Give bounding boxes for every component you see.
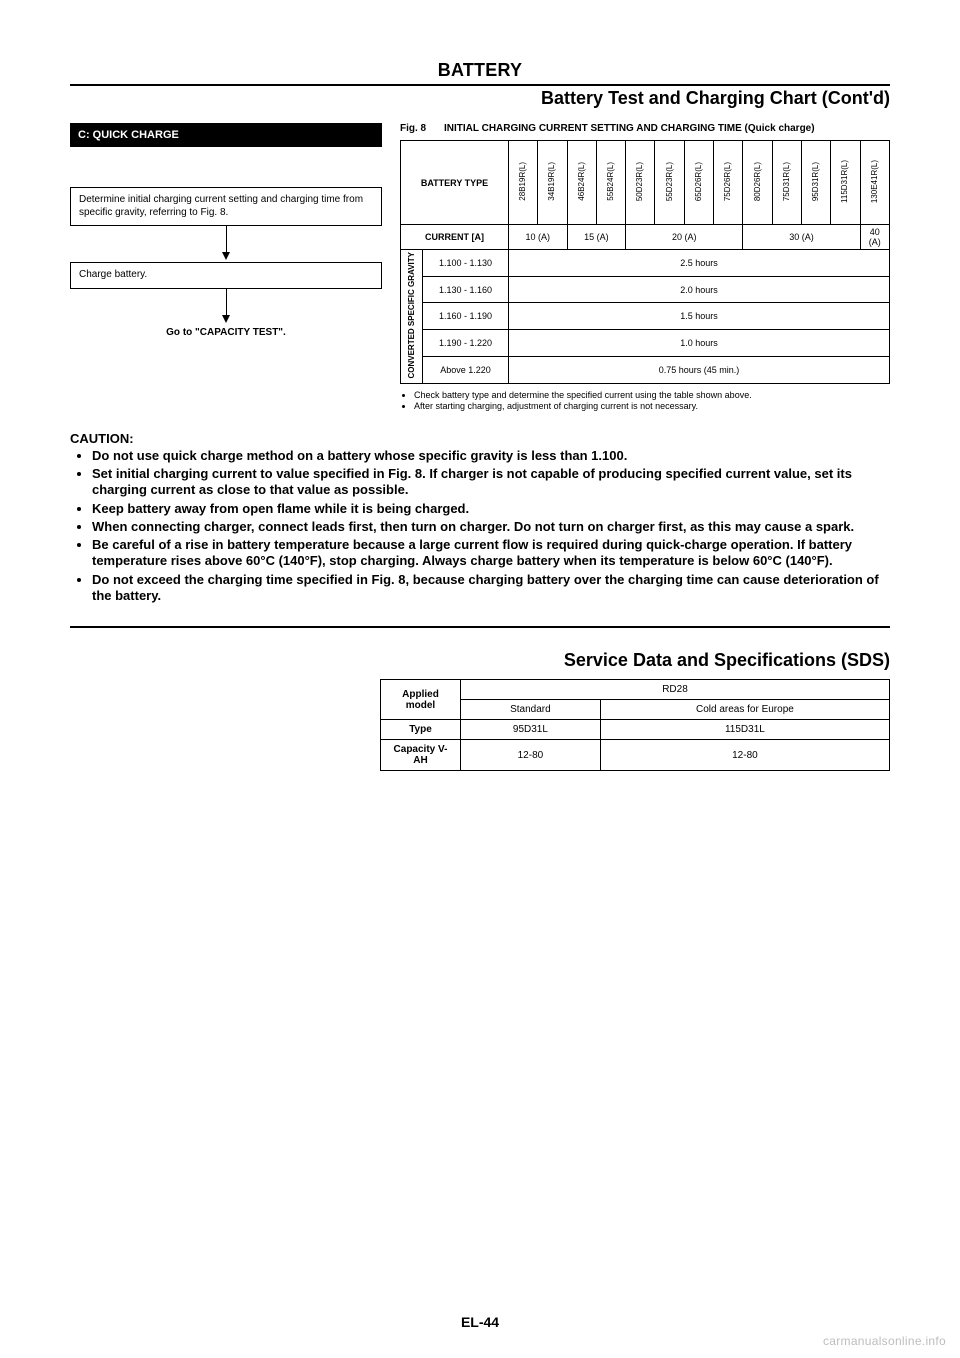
sds-cap-cold: 12-80 [600, 740, 889, 771]
sds-label-applied: Applied model [381, 680, 461, 720]
fig8-bt-8: 80D26R(L) [743, 141, 772, 225]
sds-cold-header: Cold areas for Europe [600, 700, 889, 720]
fig8-side-label: CONVERTED SPECIFIC GRAVITY [401, 250, 423, 384]
fig8-label-current: CURRENT [A] [401, 225, 509, 250]
fig8-column: Fig. 8 INITIAL CHARGING CURRENT SETTING … [400, 123, 890, 413]
page: BATTERY Battery Test and Charging Chart … [0, 0, 960, 1358]
page-number: EL-44 [0, 1314, 960, 1330]
fig8-note-0: Check battery type and determine the spe… [414, 390, 890, 402]
section-title: Battery Test and Charging Chart (Cont'd) [70, 88, 890, 109]
two-column-region: C: QUICK CHARGE Determine initial chargi… [70, 123, 890, 413]
fig8-bt-6: 65D26R(L) [684, 141, 713, 225]
fig8-val-2: 1.5 hours [509, 303, 890, 330]
sds-type-cold: 115D31L [600, 720, 889, 740]
fig8-bt-5: 55D23R(L) [655, 141, 684, 225]
sds-cap-std: 12-80 [461, 740, 601, 771]
fig8-current-1: 15 (A) [567, 225, 626, 250]
sds-row-type: Type 95D31L 115D31L [381, 720, 890, 740]
fig8-row-battery-type: BATTERY TYPE 28B19R(L) 34B19R(L) 46B24R(… [401, 141, 890, 225]
sds-engine: RD28 [461, 680, 890, 700]
flow-step-1: Determine initial charging current setti… [70, 187, 382, 226]
flow-end: Go to "CAPACITY TEST". [70, 327, 382, 338]
fig8-notes: Check battery type and determine the spe… [400, 390, 890, 413]
sds-std-header: Standard [461, 700, 601, 720]
sds-row-capacity: Capacity V-AH 12-80 12-80 [381, 740, 890, 771]
fig8-bt-11: 115D31R(L) [831, 141, 860, 225]
fig8-bt-7: 75D26R(L) [714, 141, 743, 225]
fig8-bt-12: 130E41R(L) [860, 141, 889, 225]
caution-item-1: Set initial charging current to value sp… [92, 466, 890, 499]
section-rule [70, 84, 890, 86]
fig8-bt-4: 50D23R(L) [626, 141, 655, 225]
fig8-row-4: Above 1.220 0.75 hours (45 min.) [401, 356, 890, 383]
caution-item-5: Do not exceed the charging time specifie… [92, 572, 890, 605]
fig8-bt-9: 75D31R(L) [772, 141, 801, 225]
sds-table: Applied model RD28 Standard Cold areas f… [380, 679, 890, 771]
fig8-caption: Fig. 8 INITIAL CHARGING CURRENT SETTING … [400, 123, 890, 134]
fig8-row-current: CURRENT [A] 10 (A) 15 (A) 20 (A) 30 (A) … [401, 225, 890, 250]
fig8-row-1: 1.130 - 1.160 2.0 hours [401, 276, 890, 303]
caution-block: CAUTION: Do not use quick charge method … [70, 431, 890, 604]
caution-item-2: Keep battery away from open flame while … [92, 501, 890, 517]
sds-type-std: 95D31L [461, 720, 601, 740]
fig8-range-2: 1.160 - 1.190 [423, 303, 509, 330]
caution-item-3: When connecting charger, connect leads f… [92, 519, 890, 535]
fig8-number: Fig. 8 [400, 123, 444, 134]
flow-arrow-2 [70, 289, 382, 325]
fig8-bt-3: 55B24R(L) [596, 141, 625, 225]
fig8-row-0: CONVERTED SPECIFIC GRAVITY 1.100 - 1.130… [401, 250, 890, 277]
flow-step-2: Charge battery. [70, 262, 382, 289]
fig8-current-2: 20 (A) [626, 225, 743, 250]
sds-row-head1: Applied model RD28 [381, 680, 890, 700]
caution-item-4: Be careful of a rise in battery temperat… [92, 537, 890, 570]
flow-header-bar: C: QUICK CHARGE [70, 123, 382, 147]
fig8-label-battery-type: BATTERY TYPE [401, 141, 509, 225]
fig8-val-4: 0.75 hours (45 min.) [509, 356, 890, 383]
fig8-bt-1: 34B19R(L) [538, 141, 567, 225]
sds-title: Service Data and Specifications (SDS) [70, 650, 890, 671]
fig8-current-4: 40 (A) [860, 225, 889, 250]
fig8-val-0: 2.5 hours [509, 250, 890, 277]
caution-title: CAUTION: [70, 431, 890, 446]
fig8-range-4: Above 1.220 [423, 356, 509, 383]
sds-rule [70, 626, 890, 628]
fig8-row-2: 1.160 - 1.190 1.5 hours [401, 303, 890, 330]
fig8-row-3: 1.190 - 1.220 1.0 hours [401, 330, 890, 357]
caution-item-0: Do not use quick charge method on a batt… [92, 448, 890, 464]
fig8-caption-text: INITIAL CHARGING CURRENT SETTING AND CHA… [444, 123, 890, 134]
fig8-range-1: 1.130 - 1.160 [423, 276, 509, 303]
fig8-val-3: 1.0 hours [509, 330, 890, 357]
fig8-range-0: 1.100 - 1.130 [423, 250, 509, 277]
sds-label-capacity: Capacity V-AH [381, 740, 461, 771]
watermark: carmanualsonline.info [823, 1334, 946, 1348]
chapter-title: BATTERY [70, 60, 890, 81]
caution-list: Do not use quick charge method on a batt… [92, 448, 890, 604]
fig8-table: BATTERY TYPE 28B19R(L) 34B19R(L) 46B24R(… [400, 140, 890, 384]
fig8-note-1: After starting charging, adjustment of c… [414, 401, 890, 413]
flow-column: C: QUICK CHARGE Determine initial chargi… [70, 123, 382, 413]
fig8-current-3: 30 (A) [743, 225, 860, 250]
fig8-val-1: 2.0 hours [509, 276, 890, 303]
fig8-bt-2: 46B24R(L) [567, 141, 596, 225]
sds-label-type: Type [381, 720, 461, 740]
fig8-range-3: 1.190 - 1.220 [423, 330, 509, 357]
fig8-current-0: 10 (A) [509, 225, 568, 250]
flow-arrow-1 [70, 226, 382, 262]
fig8-bt-10: 95D31R(L) [801, 141, 830, 225]
fig8-bt-0: 28B19R(L) [509, 141, 538, 225]
